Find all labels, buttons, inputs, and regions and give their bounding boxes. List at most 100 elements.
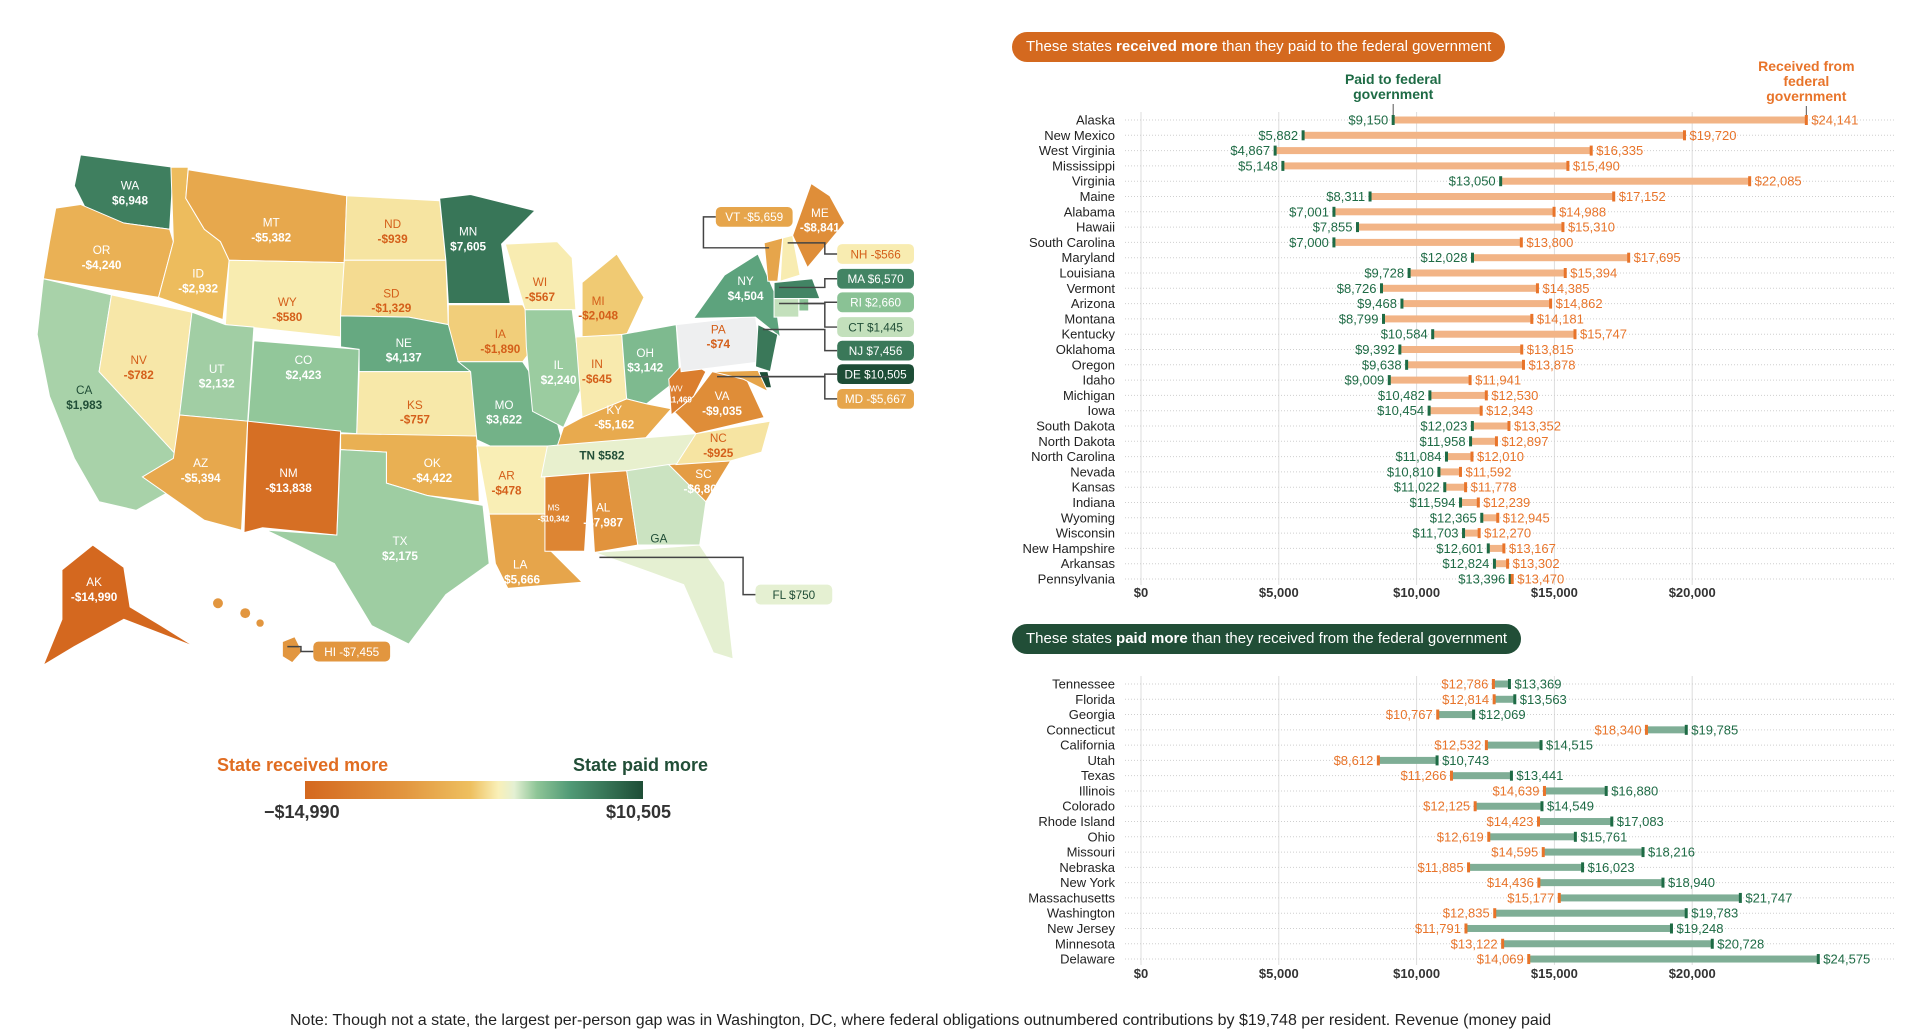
received-marker [1527,954,1531,965]
dumbbell-bar [1460,499,1479,506]
state-abbr: MT [263,217,280,230]
received-marker [1561,222,1565,233]
paid-value-label: $20,728 [1717,936,1764,951]
received-marker [1470,451,1474,462]
paid-value-label: $16,023 [1588,860,1635,875]
received-marker [1473,801,1477,812]
state-fl [594,544,734,660]
paid-marker [1661,877,1665,888]
received-marker [1492,694,1496,705]
state-name: Colorado [1062,799,1115,814]
state-abbr: MO [495,399,514,412]
state-value: -$7,987 [583,516,623,529]
dumbbell-bar [1475,802,1542,810]
state-name: Florida [1075,692,1116,707]
callout-box-vt [715,206,793,227]
state-value: -$1,890 [480,343,520,356]
state-name: California [1060,738,1116,753]
received-value-label: $13,352 [1514,419,1561,434]
received-value-label: $19,720 [1689,128,1736,143]
state-label: VT -$5,659 [725,211,783,224]
state-abbr: AL [596,502,611,515]
paid-value-label: $11,958 [1420,434,1466,449]
paid-value-label: $19,248 [1676,921,1723,936]
paid-marker [1301,130,1305,141]
paid-value-label: $7,001 [1289,204,1329,219]
state-name: Illinois [1079,783,1116,798]
paid-value-label: $8,311 [1326,189,1365,204]
paid-marker [1462,528,1466,539]
paid-marker [1332,206,1336,217]
received-marker [1627,252,1631,263]
received-value-label: $12,532 [1434,738,1481,753]
received-value-label: $12,897 [1501,434,1548,449]
state-value: -$2,048 [578,310,618,323]
state-value: $1,983 [66,399,102,412]
state-name: Massachusetts [1028,890,1115,905]
paid-value-label: $9,638 [1362,357,1402,372]
callout-line [717,375,838,400]
received-marker [1589,145,1593,156]
state-abbr: WV [670,384,684,393]
received-marker [1484,390,1488,401]
paid-value-label: $17,083 [1617,814,1664,829]
paid-marker [1281,160,1285,171]
state-abbr: NM [279,467,297,480]
received-value-label: $14,069 [1477,952,1524,967]
state-value: -$782 [124,369,155,382]
dumbbell-bar [1357,223,1563,231]
paid-marker [1573,831,1577,842]
state-wi [504,241,577,311]
received-value-label: $14,862 [1556,296,1603,311]
state-name: Kansas [1072,480,1116,495]
received-marker [1487,831,1491,842]
received-value-label: $11,791 [1415,921,1461,936]
paid-value-label: $14,515 [1546,738,1593,753]
paid-value-label: $13,441 [1516,768,1563,783]
paid-value-label: $11,084 [1395,449,1441,464]
received-value-label: $14,385 [1542,281,1589,296]
received-marker [1468,375,1472,386]
received-value-label: $11,266 [1400,768,1446,783]
paid-marker [1684,724,1688,735]
callout-box-ma [837,268,914,289]
dumbbell-bar [1381,284,1538,292]
state-name: New York [1060,875,1115,890]
state-oh [621,324,681,405]
paid-marker [1398,344,1402,355]
received-value-label: $12,343 [1486,403,1533,418]
state-nh [779,234,801,282]
received-marker [1491,679,1495,689]
callout-line [787,242,838,255]
dumbbell-bar [1370,193,1614,200]
received-value-label: $13,167 [1509,541,1556,556]
paid-marker [1470,421,1474,431]
dumbbell-bar [1437,711,1474,719]
callout-box-fl [755,584,833,605]
received-marker [1476,497,1480,508]
paid-marker [1540,801,1544,812]
state-value: $2,175 [382,550,418,563]
dumbbell-bar [1333,208,1555,216]
paid-value-label: $19,785 [1691,722,1738,737]
received-marker [1510,574,1514,584]
paid-value-label: $18,940 [1668,875,1715,890]
received-marker [1573,329,1577,340]
header-text: than they received from the federal gove… [1187,630,1508,647]
received-marker [1519,237,1523,248]
legend-gradient-bar [305,781,643,799]
dumbbell-bar [1451,772,1512,780]
x-tick-label: $20,000 [1669,966,1716,981]
dumbbell-bar [1494,695,1515,703]
state-label: RI $2,660 [850,297,901,310]
paid-annotation: Paid to federal government [1345,71,1441,102]
state-value: -$11,469 [661,396,693,405]
hawaii-island [240,608,251,619]
state-name: Maryland [1062,250,1115,265]
state-ut [179,311,255,422]
dumbbell-bar [1494,560,1508,568]
paid-value-label: $13,369 [1514,677,1561,692]
dumbbell-bar [1432,330,1575,338]
dumbbell-bar [1543,848,1644,856]
